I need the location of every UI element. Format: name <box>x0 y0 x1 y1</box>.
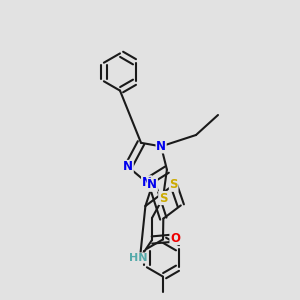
Text: S: S <box>159 191 167 205</box>
Text: N: N <box>142 176 152 189</box>
Text: HN: HN <box>129 253 148 263</box>
Text: S: S <box>169 178 178 191</box>
Text: N: N <box>156 140 166 153</box>
Text: N: N <box>147 178 157 191</box>
Text: O: O <box>170 232 180 244</box>
Text: N: N <box>123 160 133 173</box>
